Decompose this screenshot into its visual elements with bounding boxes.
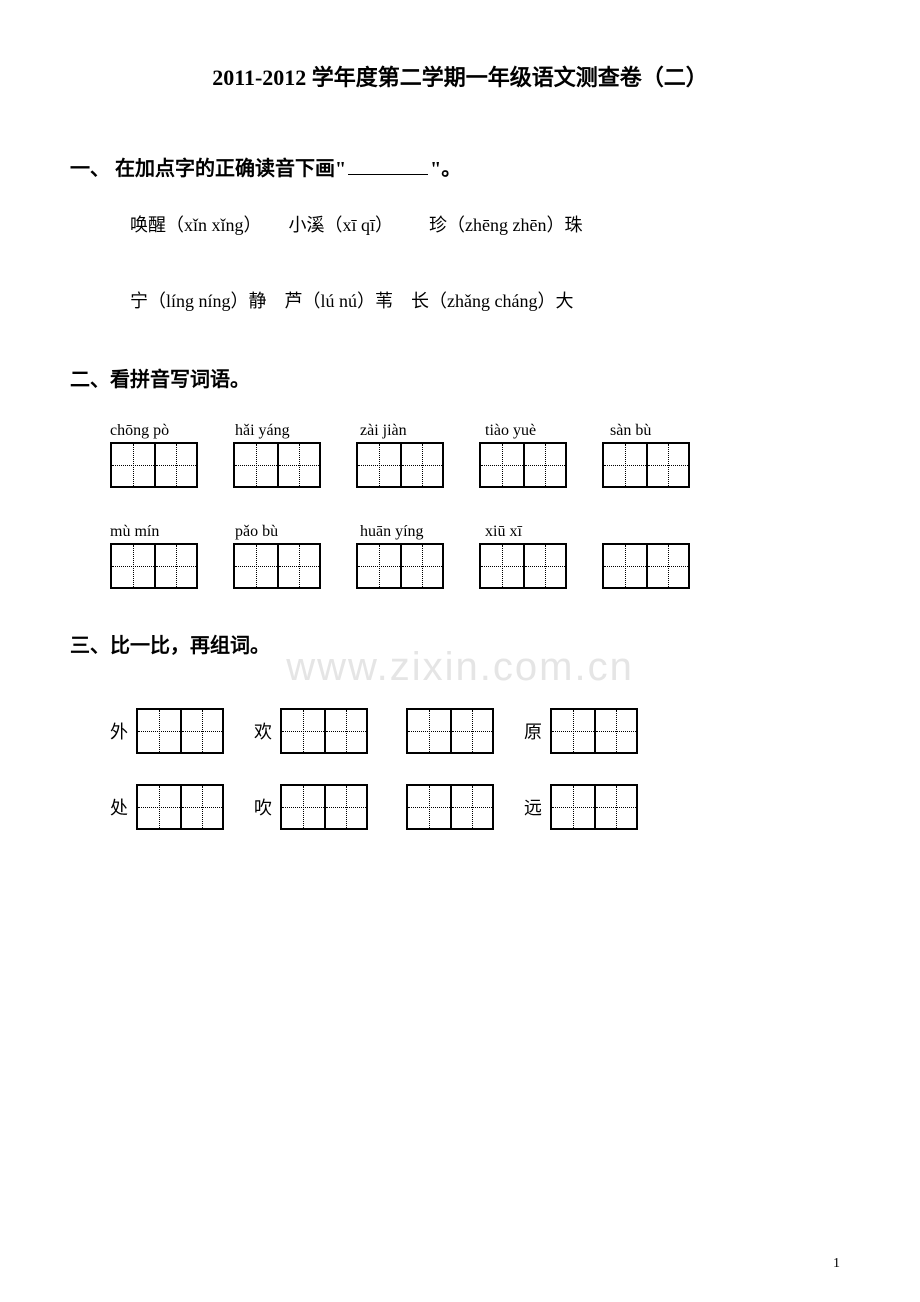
tianzi-grid xyxy=(136,708,224,754)
section1-text: 在加点字的正确读音下画" xyxy=(115,158,346,180)
blank-underline xyxy=(348,156,428,175)
q3-item: 处 xyxy=(110,784,224,830)
q3-char: 吹 xyxy=(254,794,272,820)
q3-item: 远 xyxy=(524,784,638,830)
tianzi-grid xyxy=(406,784,494,830)
tianzi-grid xyxy=(602,543,690,589)
section2-header: 二、看拼音写词语。 xyxy=(70,363,850,392)
box-row-1 xyxy=(110,442,850,488)
q3-item xyxy=(398,784,494,830)
tianzi-grid xyxy=(479,442,567,488)
tianzi-grid xyxy=(110,442,198,488)
q3-row-2: 处 吹 远 xyxy=(110,784,850,830)
pinyin: mù mín xyxy=(110,523,200,541)
pinyin: zài jiàn xyxy=(360,422,450,440)
q3-item: 原 xyxy=(524,708,638,754)
q1-row-1: 唤醒（xǐn xǐng） 小溪（xī qī） 珍（zhēng zhēn）珠 xyxy=(130,211,850,237)
tianzi-grid xyxy=(550,708,638,754)
tianzi-grid xyxy=(550,784,638,830)
section1-suffix: "。 xyxy=(430,158,461,180)
q1-row-2: 宁（líng níng）静 芦（lú nú）苇 长（zhǎng cháng）大 xyxy=(130,287,850,313)
q3-row-1: 外 欢 原 xyxy=(110,708,850,754)
q3-char: 欢 xyxy=(254,718,272,744)
document-title: 2011-2012 学年度第二学期一年级语文测查卷（二） xyxy=(70,60,850,92)
q1-item: 唤醒（xǐn xǐng） xyxy=(130,215,262,235)
tianzi-grid xyxy=(280,784,368,830)
pinyin xyxy=(610,523,700,541)
tianzi-grid xyxy=(356,543,444,589)
pinyin: pǎo bù xyxy=(235,523,325,541)
q3-char: 外 xyxy=(110,718,128,744)
pinyin-row-1: chōng pò hǎi yáng zài jiàn tiào yuè sàn … xyxy=(110,422,850,440)
section1-num: 一、 xyxy=(70,158,110,180)
q1-item: 长（zhǎng cháng）大 xyxy=(411,291,573,311)
pinyin: chōng pò xyxy=(110,422,200,440)
section1-header: 一、 在加点字的正确读音下画" "。 xyxy=(70,152,850,181)
q1-item: 珍（zhēng zhēn）珠 xyxy=(429,215,582,235)
q3-item: 欢 xyxy=(254,708,368,754)
q3-item: 外 xyxy=(110,708,224,754)
tianzi-grid xyxy=(602,442,690,488)
q1-item: 宁（líng níng）静 xyxy=(130,291,267,311)
page-number: 1 xyxy=(833,1256,840,1272)
section3-header: 三、比一比，再组词。 xyxy=(70,629,850,658)
q3-char: 处 xyxy=(110,794,128,820)
tianzi-grid xyxy=(110,543,198,589)
q3-item: 吹 xyxy=(254,784,368,830)
pinyin: xiū xī xyxy=(485,523,575,541)
tianzi-grid xyxy=(406,708,494,754)
q3-item xyxy=(398,708,494,754)
q3-char: 远 xyxy=(524,794,542,820)
pinyin: tiào yuè xyxy=(485,422,575,440)
pinyin: huān yíng xyxy=(360,523,450,541)
pinyin: sàn bù xyxy=(610,422,700,440)
tianzi-grid xyxy=(479,543,567,589)
pinyin-row-2: mù mín pǎo bù huān yíng xiū xī xyxy=(110,523,850,541)
tianzi-grid xyxy=(356,442,444,488)
pinyin: hǎi yáng xyxy=(235,422,325,440)
q3-char: 原 xyxy=(524,718,542,744)
q1-item: 芦（lú nú）苇 xyxy=(285,291,394,311)
tianzi-grid xyxy=(233,442,321,488)
box-row-2 xyxy=(110,543,850,589)
tianzi-grid xyxy=(136,784,224,830)
tianzi-grid xyxy=(233,543,321,589)
tianzi-grid xyxy=(280,708,368,754)
q1-item: 小溪（xī qī） xyxy=(289,215,394,235)
